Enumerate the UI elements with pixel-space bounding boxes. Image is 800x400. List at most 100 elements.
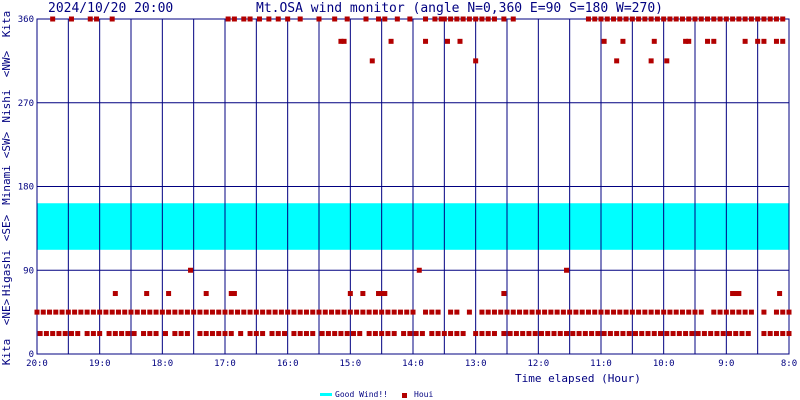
data-point <box>648 16 654 22</box>
data-point <box>382 291 388 297</box>
data-point <box>755 16 761 22</box>
data-point <box>53 309 59 315</box>
data-point <box>216 309 222 315</box>
data-point <box>338 331 344 337</box>
data-point <box>773 38 779 44</box>
data-point <box>698 309 704 315</box>
data-point <box>648 58 654 64</box>
x-tick-label: 9:0 <box>718 359 734 369</box>
data-point <box>397 309 403 315</box>
plot-frame <box>36 18 790 355</box>
data-point <box>266 16 272 22</box>
data-point <box>636 16 642 22</box>
direction-label: Kita <box>0 11 13 38</box>
data-point <box>614 331 620 337</box>
data-point <box>720 331 726 337</box>
data-point <box>423 16 429 22</box>
data-point <box>423 309 429 315</box>
data-point <box>742 309 748 315</box>
data-point <box>203 309 209 315</box>
data-point <box>485 16 491 22</box>
data-point <box>491 331 497 337</box>
data-point <box>391 331 397 337</box>
data-point <box>209 309 215 315</box>
data-point <box>761 331 767 337</box>
data-point <box>504 309 510 315</box>
data-point <box>642 16 648 22</box>
data-point <box>648 309 654 315</box>
data-point <box>786 309 792 315</box>
data-point <box>350 331 356 337</box>
data-point <box>379 331 385 337</box>
data-point <box>626 331 632 337</box>
data-point <box>344 331 350 337</box>
data-point <box>664 331 670 337</box>
data-point <box>303 331 309 337</box>
data-point <box>598 16 604 22</box>
direction-label: Higashi <box>0 250 13 296</box>
data-point <box>761 16 767 22</box>
data-point <box>617 16 623 22</box>
data-point <box>275 331 281 337</box>
data-point <box>97 309 103 315</box>
data-point <box>532 331 538 337</box>
data-point <box>607 331 613 337</box>
x-tick-label: 12:0 <box>527 359 549 369</box>
data-point <box>651 331 657 337</box>
data-point <box>692 16 698 22</box>
data-point <box>510 309 516 315</box>
data-point <box>526 331 532 337</box>
data-point <box>761 309 767 315</box>
data-point <box>291 309 297 315</box>
y-tick-label: 270 <box>18 99 34 109</box>
data-point <box>231 291 237 297</box>
data-point <box>755 38 761 44</box>
data-point <box>291 331 297 337</box>
data-point <box>538 331 544 337</box>
data-point <box>354 309 360 315</box>
data-point <box>686 16 692 22</box>
data-point <box>576 331 582 337</box>
data-point <box>730 309 736 315</box>
data-point <box>162 331 168 337</box>
timestamp-label: 2024/10/20 20:00 <box>48 1 173 16</box>
data-point <box>683 38 689 44</box>
data-point <box>573 309 579 315</box>
data-point <box>501 291 507 297</box>
data-point <box>460 16 466 22</box>
data-point <box>604 309 610 315</box>
data-point <box>228 291 234 297</box>
data-point <box>523 309 529 315</box>
data-point <box>413 331 419 337</box>
data-point <box>748 16 754 22</box>
data-point <box>247 16 253 22</box>
data-point <box>570 331 576 337</box>
data-point <box>376 16 382 22</box>
data-point <box>222 309 228 315</box>
data-point <box>191 309 197 315</box>
data-point <box>726 331 732 337</box>
data-point <box>595 331 601 337</box>
data-point <box>733 331 739 337</box>
data-point <box>736 291 742 297</box>
data-point <box>247 309 253 315</box>
data-point <box>564 267 570 273</box>
data-point <box>730 291 736 297</box>
data-point <box>97 331 103 337</box>
data-point <box>485 331 491 337</box>
legend-label-good-wind: Good Wind!! <box>335 390 388 399</box>
data-point <box>338 38 344 44</box>
data-point <box>360 291 366 297</box>
data-point <box>376 291 382 297</box>
direction-label: <SW> <box>0 131 13 158</box>
x-tick-label: 17:0 <box>214 359 236 369</box>
data-point <box>147 331 153 337</box>
data-point <box>601 38 607 44</box>
data-point <box>131 331 137 337</box>
data-point <box>589 331 595 337</box>
data-point <box>717 309 723 315</box>
data-point <box>269 331 275 337</box>
data-point <box>423 38 429 44</box>
data-point <box>767 16 773 22</box>
data-point <box>620 38 626 44</box>
